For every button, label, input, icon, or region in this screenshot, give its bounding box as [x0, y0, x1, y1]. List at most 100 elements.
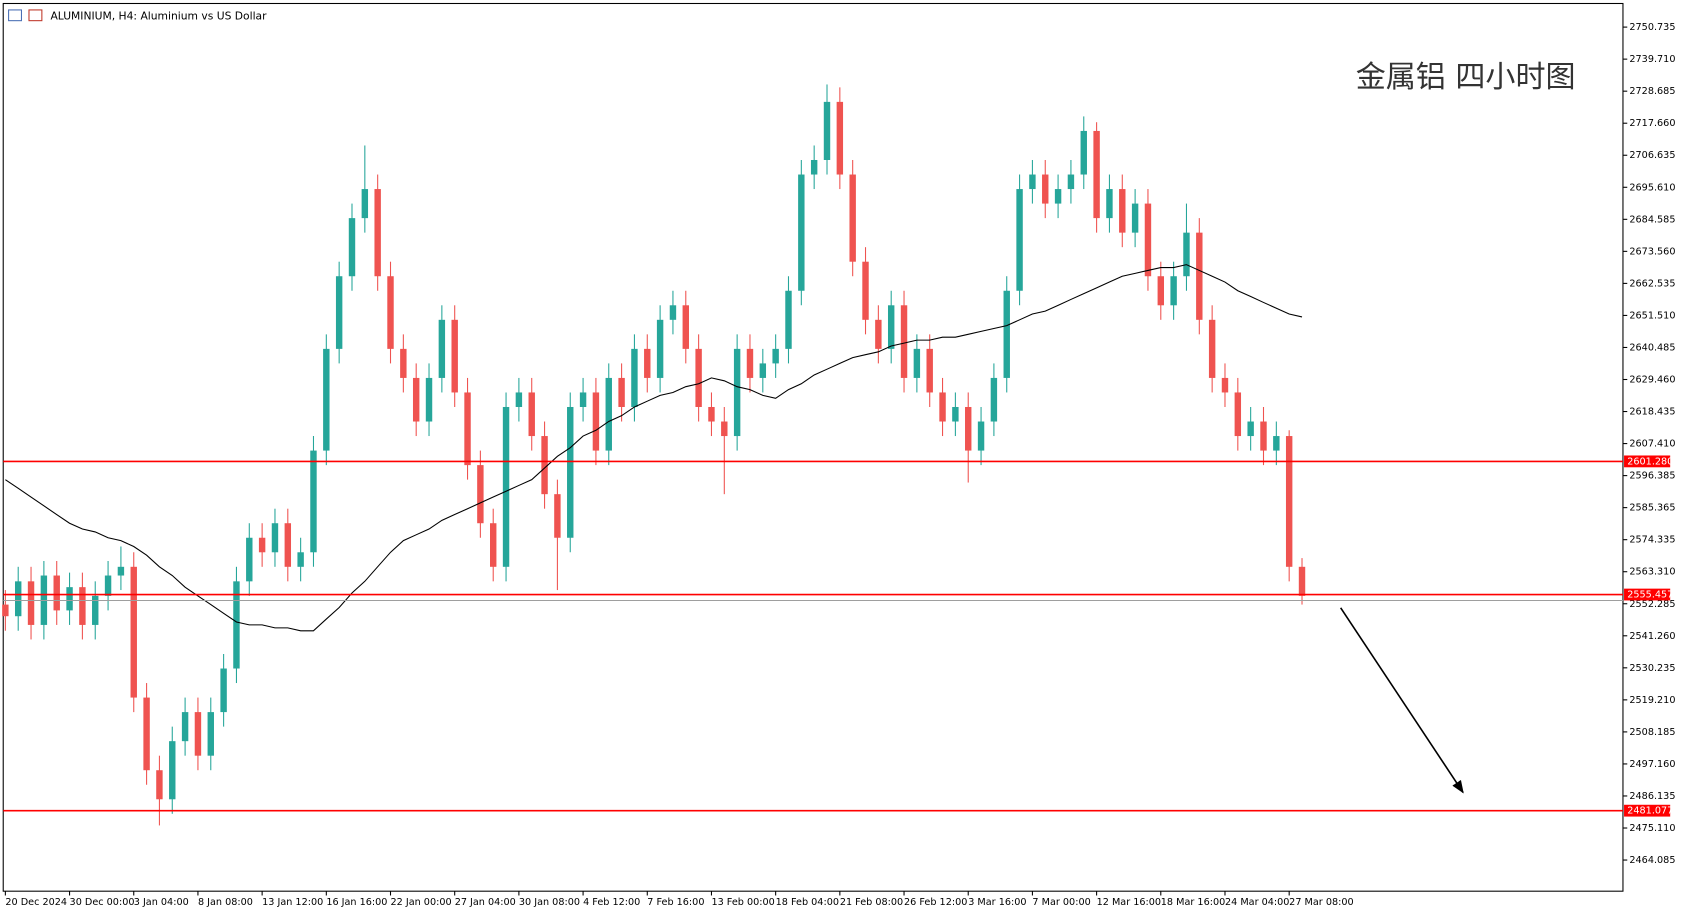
annotation: 金属铝 四小时图 — [1356, 60, 1576, 95]
candle-body — [913, 348, 921, 378]
candle-body — [1131, 203, 1139, 233]
candle-body — [721, 421, 728, 437]
candle-body — [695, 348, 702, 407]
candle-body — [1273, 436, 1280, 451]
candle-body — [631, 348, 638, 407]
candle-body — [477, 465, 484, 524]
candle-body — [169, 741, 176, 800]
candle-body — [669, 305, 677, 320]
candle-body — [425, 377, 433, 422]
candle-body — [733, 348, 741, 437]
candle-body — [1234, 392, 1242, 437]
candle-body — [258, 537, 266, 553]
x-tick-label: 18 Feb 04:00 — [776, 897, 839, 908]
plot-frame — [2, 2, 1624, 892]
y-tick-label: 2673.560 — [1629, 246, 1675, 257]
candle-body — [1106, 189, 1113, 219]
y-tick-label: 2629.460 — [1629, 375, 1675, 386]
y-tick-label: 2530.235 — [1629, 663, 1675, 674]
x-tick-label: 21 Feb 08:00 — [840, 897, 903, 908]
candle-body — [207, 712, 214, 756]
level-label-box — [1624, 804, 1671, 817]
candle-body — [220, 668, 227, 713]
y-tick-label: 2618.435 — [1629, 407, 1675, 418]
candle-body — [939, 392, 946, 422]
candle-body — [515, 392, 523, 407]
candle-body — [541, 436, 548, 495]
x-tick-label: 8 Jan 08:00 — [198, 897, 253, 908]
candle-body — [1080, 130, 1087, 175]
y-tick-label: 2684.585 — [1629, 214, 1675, 225]
y-tick-label: 2728.685 — [1629, 86, 1675, 97]
y-tick-label: 2640.485 — [1629, 342, 1675, 353]
candle-body — [323, 348, 330, 451]
candle-body — [27, 581, 35, 625]
candle-body — [1298, 566, 1306, 596]
x-tick-label: 27 Jan 04:00 — [455, 897, 516, 908]
y-tick-label: 2508.185 — [1629, 727, 1675, 738]
y-tick-label: 2695.610 — [1629, 182, 1675, 193]
candle-body — [977, 421, 985, 451]
candle-body — [387, 276, 394, 349]
candle-body — [1144, 203, 1152, 277]
candle-body — [1016, 189, 1023, 291]
candle-body — [990, 377, 998, 422]
candle-body — [836, 101, 844, 175]
candle-body — [708, 406, 715, 422]
y-tick-label: 2585.365 — [1629, 503, 1675, 514]
level-label: 2601.280 — [1627, 456, 1673, 467]
y-tick-label: 2563.310 — [1629, 567, 1675, 578]
y-tick-label: 2706.635 — [1629, 150, 1675, 161]
candle-body — [1054, 189, 1062, 204]
level-label-box — [1624, 455, 1671, 468]
candle-body — [592, 392, 600, 451]
y-tick-label: 2486.135 — [1629, 791, 1675, 802]
candle-body — [618, 377, 625, 407]
x-tick-label: 7 Feb 16:00 — [647, 897, 704, 908]
candle-body — [361, 189, 369, 219]
candle-body — [682, 305, 689, 349]
candle-body — [348, 218, 356, 277]
x-tick-label: 30 Jan 08:00 — [519, 897, 580, 908]
candle-body — [1029, 174, 1036, 190]
candle-body — [14, 581, 22, 617]
candle-body — [605, 377, 612, 451]
x-tick-label: 3 Mar 16:00 — [968, 897, 1026, 908]
x-tick-label: 4 Feb 12:00 — [583, 897, 640, 908]
candle-body — [656, 319, 664, 378]
level-label: 2555.457 — [1627, 590, 1673, 601]
candle-body — [1170, 276, 1177, 306]
candle-body — [785, 290, 792, 349]
candle-body — [79, 587, 86, 625]
y-tick-label: 2739.710 — [1629, 54, 1675, 65]
candle-body — [117, 566, 125, 576]
candle-body — [567, 406, 574, 538]
candle-body — [1157, 276, 1165, 306]
candle-body — [181, 712, 189, 742]
candle-body — [759, 363, 767, 378]
y-tick-label: 2464.085 — [1629, 855, 1675, 866]
candle-body — [451, 319, 458, 393]
candle-body — [464, 392, 471, 466]
candle-body — [66, 587, 73, 611]
y-tick-label: 2519.210 — [1629, 695, 1675, 706]
candle-body — [284, 523, 292, 567]
y-tick-label: 2662.535 — [1629, 278, 1675, 289]
y-tick-label: 2596.385 — [1629, 471, 1675, 482]
candle-body — [1003, 290, 1010, 378]
candle-body — [1183, 232, 1190, 277]
candle-body — [528, 392, 535, 437]
candle-body — [271, 523, 279, 553]
candle-body — [1285, 436, 1293, 567]
symbol-icon — [8, 9, 43, 22]
candle-body — [1093, 130, 1100, 219]
candle-body — [92, 595, 99, 625]
candle-body — [438, 319, 446, 378]
candle-body — [400, 348, 407, 378]
trend-arrow — [1339, 607, 1464, 794]
candle-body — [810, 159, 818, 175]
candle-body — [1196, 232, 1203, 320]
candle-body — [1119, 189, 1126, 233]
candle-body — [1208, 319, 1216, 378]
